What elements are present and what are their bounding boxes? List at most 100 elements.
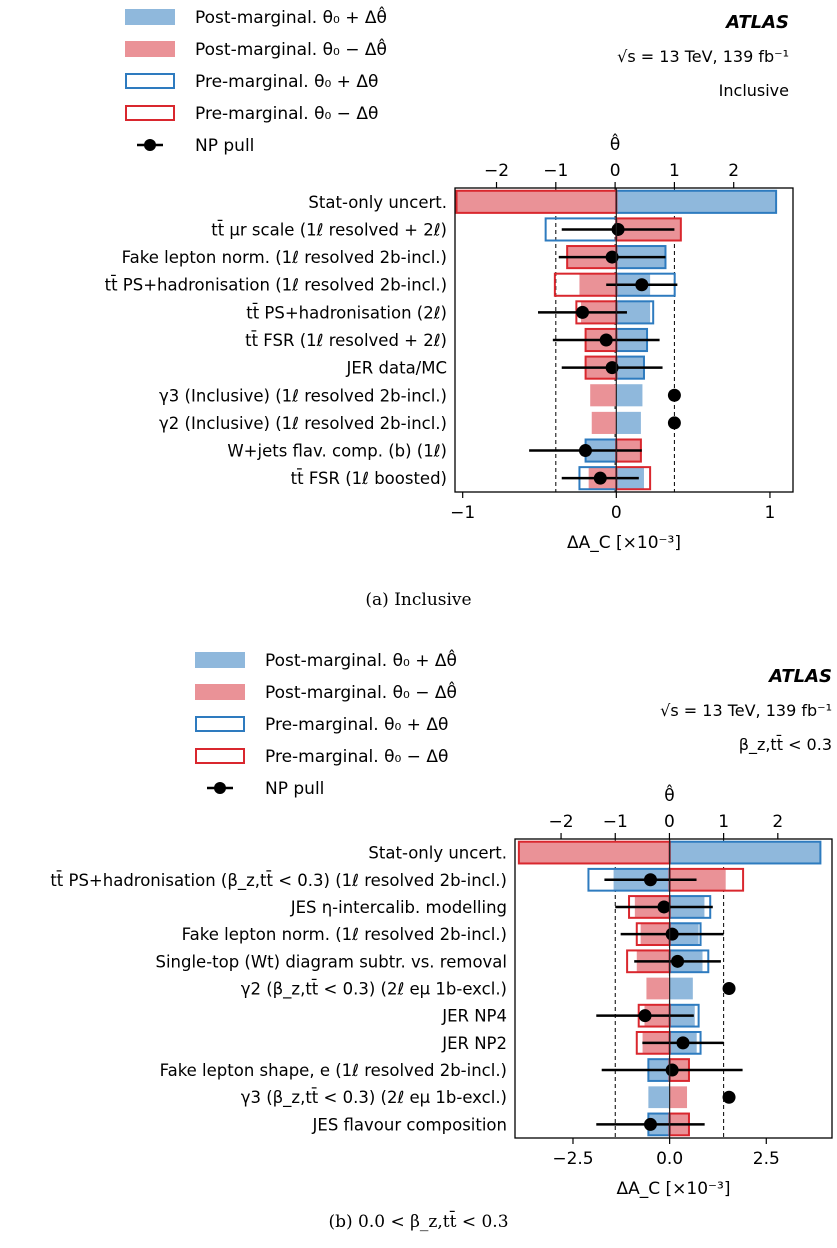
chart-inclusive: Post-marginal. θ₀ + Δθ̂ Post-marginal. θ₀… [105, 5, 794, 553]
pull-point [605, 361, 619, 375]
bar-post-minus [591, 411, 617, 434]
bar-post-minus [646, 977, 670, 1000]
experiment-label: ATLAS [724, 12, 789, 33]
caption-beta: (b) 0.0 < β_z,tt̄ < 0.3 [328, 1212, 509, 1232]
legend-swatch-post_plus [195, 652, 245, 668]
legend-swatch-pre_plus [195, 716, 245, 732]
bar-post-minus [669, 1086, 688, 1109]
bar-post-minus [518, 841, 670, 864]
experiment-label: ATLAS [767, 666, 832, 687]
theta-tick-label: 2 [772, 812, 783, 832]
pull-point [722, 982, 736, 995]
theta-tick-label: 1 [718, 812, 729, 832]
category-label: Fake lepton norm. (1ℓ resolved 2b-incl.) [122, 248, 447, 267]
pull-point [643, 873, 657, 887]
category-label: tt̄ PS+hadronisation (2ℓ) [246, 303, 447, 322]
bar-post-minus [456, 190, 617, 213]
energy-label: √s = 13 TeV, 139 fb⁻¹ [660, 701, 832, 720]
bar-post-plus [669, 841, 821, 864]
pull-point [593, 471, 607, 485]
theta-tick-label: 0 [610, 161, 621, 181]
theta-tick-label: 2 [728, 161, 739, 181]
energy-label: √s = 13 TeV, 139 fb⁻¹ [617, 47, 789, 66]
theta-tick-label: 1 [669, 161, 680, 181]
category-label: γ3 (Inclusive) (1ℓ resolved 2b-incl.) [159, 386, 447, 405]
bar-post-plus [669, 977, 693, 1000]
chart-panel-beta: Post-marginal. θ₀ + Δθ̂ Post-marginal. θ₀… [0, 640, 837, 1210]
bar-post-plus [616, 301, 651, 324]
category-label: γ3 (β_z,tt̄ < 0.3) (2ℓ eμ 1b-excl.) [241, 1088, 507, 1108]
caption-inclusive: (a) Inclusive [365, 590, 472, 610]
category-label: W+jets flav. comp. (b) (1ℓ) [227, 442, 447, 461]
category-label: Stat-only uncert. [368, 844, 507, 863]
legend-swatch-pre_minus [195, 748, 245, 764]
legend-label-pull: NP pull [265, 779, 324, 799]
theta-tick-label: −2 [484, 161, 509, 181]
category-label: tt̄ μr scale (1ℓ resolved + 2ℓ) [211, 220, 447, 239]
bar-post-plus [616, 190, 777, 213]
bar-post-minus [590, 384, 617, 407]
pull-point [665, 927, 679, 941]
theta-tick-label: −1 [543, 161, 568, 181]
legend-label-pre_plus: Pre-marginal. θ₀ + Δθ [265, 715, 448, 735]
category-label: Stat-only uncert. [308, 193, 447, 212]
x-axis-label: ΔA_C [×10⁻³] [617, 1179, 731, 1199]
legend-swatch-pre_plus [125, 73, 175, 89]
axes-frame [514, 838, 833, 1139]
category-label: tt̄ FSR (1ℓ resolved + 2ℓ) [245, 331, 447, 350]
pull-point [643, 1117, 657, 1131]
pull-point [605, 250, 619, 264]
theta-tick-label: −1 [603, 812, 628, 832]
category-label: Fake lepton shape, e (1ℓ resolved 2b-inc… [160, 1061, 507, 1080]
legend-label-pre_plus: Pre-marginal. θ₀ + Δθ [195, 72, 378, 92]
pull-point [635, 278, 649, 292]
legend-label-post_plus: Post-marginal. θ₀ + Δθ̂ [195, 5, 387, 28]
legend-swatch-pull-dot [144, 139, 156, 151]
category-label: tt̄ PS+hadronisation (β_z,tt̄ < 0.3) (1ℓ… [50, 871, 507, 891]
chart-beta-low: Post-marginal. θ₀ + Δθ̂ Post-marginal. θ₀… [50, 648, 833, 1199]
pull-point [676, 1036, 690, 1050]
theta-tick-label: 0 [664, 812, 675, 832]
theta-tick-label: −2 [549, 812, 574, 832]
legend-label-post_plus: Post-marginal. θ₀ + Δθ̂ [265, 648, 457, 671]
category-label: JER NP2 [441, 1034, 507, 1053]
bar-post-minus [579, 273, 617, 296]
x-tick-label: 0 [611, 503, 622, 523]
pull-point [578, 444, 592, 458]
category-label: JER NP4 [441, 1007, 507, 1026]
category-label: JES η-intercalib. modelling [290, 898, 507, 917]
x-tick-label: −2.5 [552, 1149, 593, 1169]
axes-frame [454, 187, 794, 493]
category-label: γ2 (β_z,tt̄ < 0.3) (2ℓ eμ 1b-excl.) [241, 979, 507, 999]
bar-post-plus [616, 411, 641, 434]
category-label: tt̄ PS+hadronisation (1ℓ resolved 2b-inc… [105, 276, 447, 295]
pull-point [665, 1063, 679, 1077]
x-tick-label: 2.5 [753, 1149, 780, 1169]
legend-swatch-post_minus [195, 684, 245, 700]
category-label: tt̄ FSR (1ℓ boosted) [291, 469, 447, 488]
legend-label-pull: NP pull [195, 136, 254, 156]
pull-point [599, 333, 613, 347]
chart-panel-inclusive: Post-marginal. θ₀ + Δθ̂ Post-marginal. θ₀… [0, 0, 837, 570]
pull-point [667, 388, 681, 402]
legend-label-post_minus: Post-marginal. θ₀ − Δθ̂ [195, 37, 387, 60]
category-label: JES flavour composition [312, 1115, 507, 1134]
legend-label-pre_minus: Pre-marginal. θ₀ − Δθ [265, 747, 448, 767]
region-label: β_z,tt̄ < 0.3 [739, 735, 832, 755]
pull-point [575, 305, 589, 319]
legend-swatch-post_minus [125, 41, 175, 57]
pull-point [671, 954, 685, 968]
pull-point [611, 222, 625, 236]
pull-point [667, 416, 681, 430]
category-label: γ2 (Inclusive) (1ℓ resolved 2b-incl.) [159, 414, 447, 433]
x-axis-label: ΔA_C [×10⁻³] [567, 533, 681, 553]
legend-label-pre_minus: Pre-marginal. θ₀ − Δθ [195, 104, 378, 124]
theta-axis-label: θ̂ [610, 132, 620, 155]
theta-axis-label: θ̂ [664, 783, 674, 806]
category-label: JER data/MC [346, 359, 447, 378]
legend-label-post_minus: Post-marginal. θ₀ − Δθ̂ [265, 680, 457, 703]
bar-post-plus [648, 1086, 670, 1109]
category-label: Fake lepton norm. (1ℓ resolved 2b-incl.) [182, 925, 507, 944]
bar-post-minus [669, 868, 726, 891]
pull-point [657, 900, 671, 914]
